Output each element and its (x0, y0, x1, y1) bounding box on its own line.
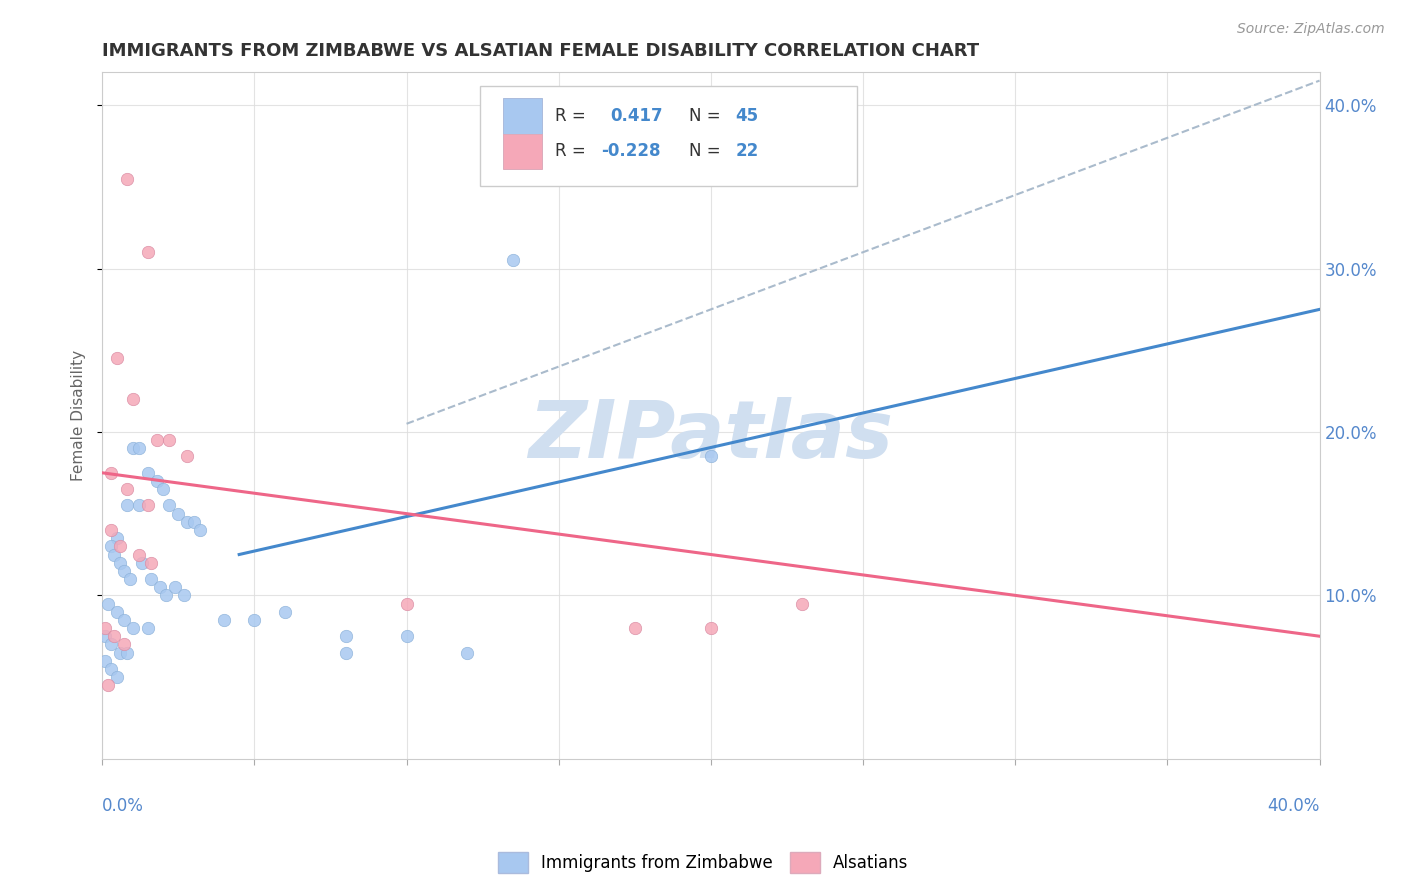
Point (188, 523, 211, 537)
Text: 45: 45 (735, 107, 758, 125)
Text: 0.0%: 0.0% (103, 797, 143, 814)
Text: N =: N = (689, 107, 725, 125)
Point (100, 466, 122, 480)
Text: 22: 22 (735, 143, 758, 161)
Point (110, 539, 132, 553)
FancyBboxPatch shape (503, 98, 541, 134)
Point (243, 613, 266, 627)
Point (121, 621, 143, 635)
Point (121, 392, 143, 407)
FancyBboxPatch shape (479, 87, 858, 186)
Point (128, 442, 150, 456)
Point (139, 572, 162, 586)
Point (149, 580, 172, 594)
Point (100, 539, 122, 553)
Point (139, 556, 162, 570)
Text: R =: R = (555, 143, 591, 161)
FancyBboxPatch shape (503, 134, 541, 169)
Point (335, 629, 357, 643)
Text: N =: N = (689, 143, 725, 161)
Point (110, 556, 132, 570)
Point (107, 531, 129, 545)
Point (100, 662, 122, 676)
Text: Source: ZipAtlas.com: Source: ZipAtlas.com (1237, 22, 1385, 37)
Point (155, 588, 177, 602)
Text: 40.0%: 40.0% (1267, 797, 1320, 814)
Point (94, 654, 117, 668)
Point (103, 548, 125, 562)
Point (176, 515, 198, 529)
Point (146, 433, 169, 447)
Point (128, 548, 150, 562)
Point (157, 499, 180, 513)
Point (115, 482, 138, 496)
Point (100, 637, 122, 651)
Point (136, 621, 159, 635)
Point (456, 646, 478, 660)
Point (212, 613, 235, 627)
Point (183, 515, 205, 529)
Point (136, 466, 159, 480)
Point (110, 646, 132, 660)
Point (173, 588, 195, 602)
Point (115, 171, 138, 186)
Point (700, 621, 723, 635)
Point (107, 605, 129, 619)
Point (107, 670, 129, 684)
Text: IMMIGRANTS FROM ZIMBABWE VS ALSATIAN FEMALE DISABILITY CORRELATION CHART: IMMIGRANTS FROM ZIMBABWE VS ALSATIAN FEM… (103, 42, 980, 60)
Point (115, 499, 138, 513)
Point (146, 474, 169, 488)
Point (624, 621, 647, 635)
Point (157, 433, 180, 447)
Point (136, 499, 159, 513)
Text: -0.228: -0.228 (602, 143, 661, 161)
Point (107, 351, 129, 366)
Point (94, 629, 117, 643)
Point (100, 523, 122, 537)
Point (395, 597, 418, 611)
Point (792, 597, 814, 611)
Point (167, 507, 190, 521)
Text: R =: R = (555, 107, 596, 125)
Text: ZIPatlas: ZIPatlas (529, 397, 893, 475)
Point (335, 646, 357, 660)
Point (152, 482, 174, 496)
Point (115, 646, 138, 660)
Point (131, 556, 153, 570)
Point (700, 450, 723, 464)
Point (395, 629, 418, 643)
Point (97, 678, 120, 692)
Point (121, 442, 143, 456)
Point (274, 605, 297, 619)
Point (136, 245, 159, 260)
Point (94, 621, 117, 635)
Text: 0.417: 0.417 (610, 107, 662, 125)
Legend: Immigrants from Zimbabwe, Alsatians: Immigrants from Zimbabwe, Alsatians (491, 846, 915, 880)
Point (112, 564, 135, 578)
Point (502, 253, 524, 268)
Point (176, 450, 198, 464)
Point (118, 572, 141, 586)
Point (165, 580, 187, 594)
Point (103, 629, 125, 643)
Y-axis label: Female Disability: Female Disability (72, 350, 86, 481)
Point (112, 613, 135, 627)
Point (128, 499, 150, 513)
Point (97, 597, 120, 611)
Point (112, 637, 135, 651)
